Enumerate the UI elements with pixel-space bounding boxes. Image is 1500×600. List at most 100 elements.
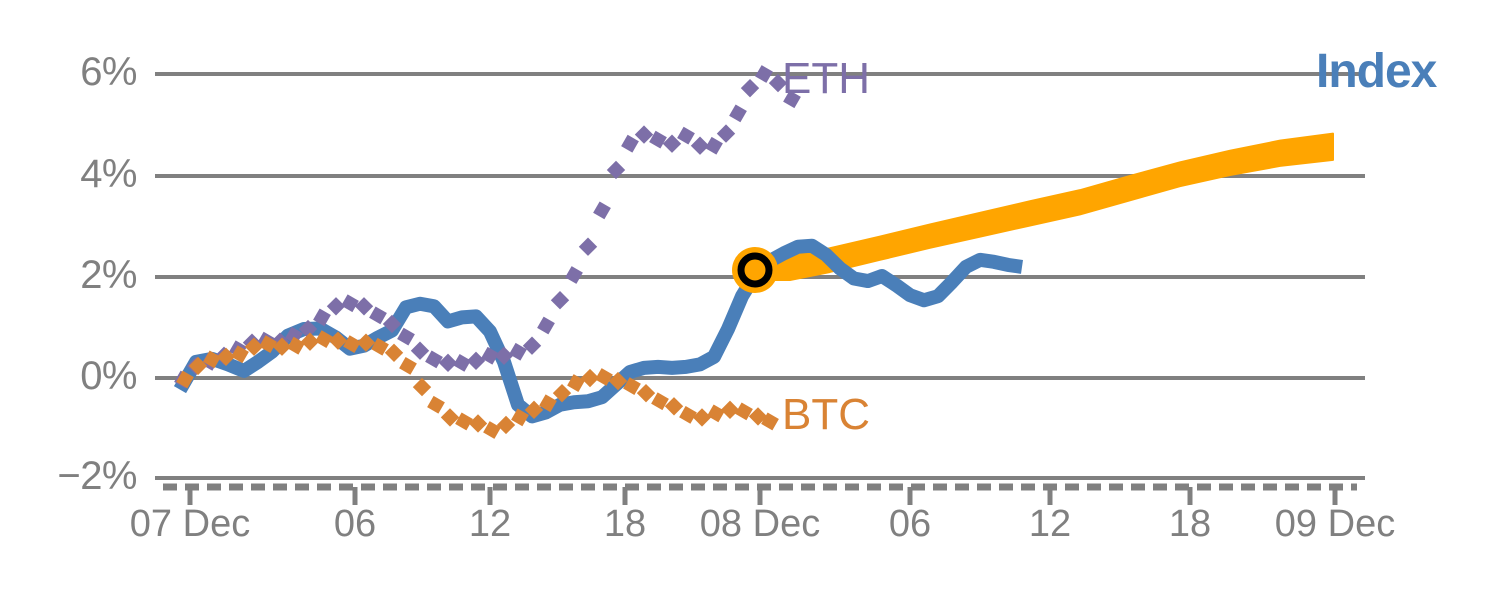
marker-ring [737,252,773,288]
data-dot [481,346,499,365]
data-dot [496,415,516,435]
data-dot [636,383,656,403]
data-dot [537,316,555,335]
forecast-band-index[interactable] [754,132,1334,282]
data-dot [176,370,194,389]
data-dot [354,297,374,316]
y-axis-tick-label: 4% [80,152,137,196]
data-dot [188,356,208,376]
data-dot [427,395,445,414]
data-dot [664,397,684,416]
x-axis-tick-label: 12 [468,503,512,545]
data-dot [453,353,471,372]
series-label-btc[interactable]: BTC [782,390,870,439]
data-dot [692,408,712,427]
data-dot [580,368,600,388]
data-dot [649,130,667,149]
data-dot [651,392,669,411]
series-line-index[interactable] [173,238,1023,424]
data-dot [300,332,320,351]
data-dot [440,408,460,427]
data-dot [509,342,527,361]
data-dot [244,337,264,356]
data-dot [623,377,641,395]
data-dot [483,421,501,439]
data-dot [740,78,760,98]
data-dot [313,308,331,327]
data-dot [705,136,723,155]
data-dot [259,335,277,354]
current-value-marker[interactable] [732,247,778,293]
forecast-band-shape [754,132,1334,282]
data-dot [679,405,697,424]
data-dot [720,400,740,420]
index-line-path [173,238,1023,424]
data-dot [539,394,557,413]
x-axis-tick-label: 09 Dec [1274,503,1396,545]
data-dot [326,297,346,316]
data-dot [524,400,544,420]
data-dot [634,125,654,144]
x-axis-tick-label: 08 Dec [699,503,821,545]
data-dot [343,335,361,354]
data-dot [595,368,613,386]
data-dot [382,314,402,334]
series-dotted-btc[interactable] [176,330,779,439]
data-dot [438,353,458,373]
data-dot [707,404,725,423]
data-dot [315,330,333,349]
data-dot [783,90,801,109]
data-dot [550,291,570,310]
data-dot [399,357,417,375]
data-dot [298,319,318,339]
data-dot [677,126,695,145]
x-axis-tick-label: 12 [1028,503,1072,545]
data-dot [466,351,486,371]
data-dot [203,350,221,369]
data-dot [522,336,542,355]
y-axis-tick-label: 0% [80,354,137,398]
x-axis-tick-label: 06 [333,503,377,545]
data-dot [272,337,292,356]
data-dot [494,346,514,365]
data-dot [735,402,753,421]
data-dot [455,412,473,431]
data-dot [748,407,768,426]
data-dot [552,383,572,403]
chart-title-index: Index [1316,45,1437,98]
data-dot [371,337,389,356]
data-dot [412,377,432,397]
data-dot [690,136,710,155]
data-dot [216,347,236,366]
x-axis-tick-label: 06 [888,503,932,545]
x-axis-tick-label: 07 Dec [129,503,251,545]
x-axis-tick-label: 18 [603,503,647,545]
data-dot [761,412,779,431]
data-dot [468,414,488,433]
data-dot [384,343,404,362]
data-dot [369,306,387,325]
data-dot [341,294,359,313]
data-dot [511,408,529,427]
data-dot [328,331,348,350]
data-dot [410,341,430,360]
x-axis-major-ticks [187,487,1338,505]
data-dot [608,371,628,391]
y-axis-tick-label: 2% [80,253,137,297]
data-dot [606,160,626,180]
data-dot [565,266,583,284]
data-dot [231,345,249,364]
data-dot [356,333,376,352]
data-dot [397,327,415,346]
data-dot [621,134,639,153]
data-dot [287,336,305,355]
data-dot [716,124,736,143]
data-dot [425,350,443,369]
data-dot [567,374,585,392]
data-dot [768,73,788,93]
series-label-eth[interactable]: ETH [782,54,870,103]
data-dot [578,237,598,256]
data-dot [729,104,747,123]
data-dot [593,201,611,220]
